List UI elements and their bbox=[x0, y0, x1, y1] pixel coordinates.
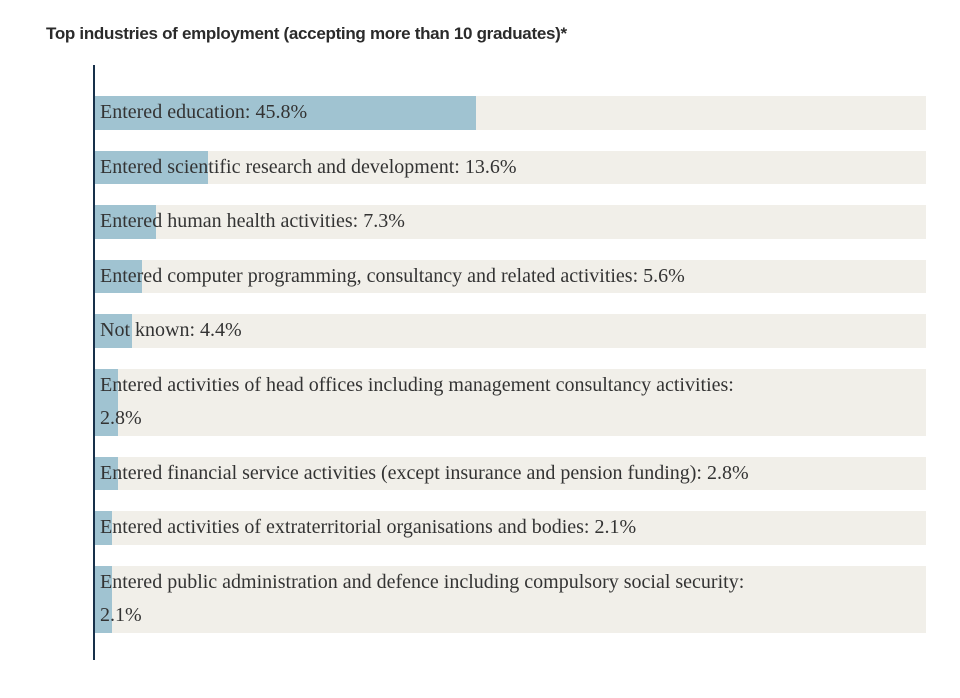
bar-fill bbox=[95, 368, 119, 436]
bar-label: Entered human health activities: 7.3% bbox=[100, 210, 405, 232]
bar-row: Entered financial service activities (ex… bbox=[95, 456, 926, 490]
bar-label: Entered activities of head offices inclu… bbox=[100, 373, 734, 430]
bar-fill bbox=[95, 565, 113, 633]
bar-row: Entered human health activities: 7.3% bbox=[95, 205, 926, 239]
bar-label: Entered scientific research and developm… bbox=[100, 155, 517, 178]
bar-row: Entered activities of extraterritorial o… bbox=[95, 511, 926, 545]
bar-row: Entered computer programming, consultanc… bbox=[95, 259, 926, 293]
bar-fill bbox=[95, 150, 209, 184]
bar-label: Entered education: 45.8% bbox=[100, 101, 308, 123]
bar-fill bbox=[95, 96, 476, 130]
bar-chart: Entered education: 45.8% Entered scienti… bbox=[93, 65, 960, 660]
chart-title: Top industries of employment (accepting … bbox=[46, 24, 567, 43]
bar-fill bbox=[95, 511, 113, 545]
bar-row: Entered public administration and defenc… bbox=[95, 565, 926, 633]
bar-fill bbox=[95, 259, 142, 293]
bar-rows: Entered education: 45.8% Entered scienti… bbox=[93, 65, 960, 633]
bar-fill bbox=[95, 314, 132, 348]
bar-row: Entered activities of head offices inclu… bbox=[95, 368, 926, 436]
y-axis-line bbox=[93, 65, 95, 660]
bar-label: Entered activities of extraterritorial o… bbox=[100, 516, 637, 538]
bar-label: Entered financial service activities (ex… bbox=[100, 461, 749, 484]
bar-row: Not known: 4.4% bbox=[95, 314, 926, 348]
bar-label: Entered public administration and defenc… bbox=[100, 570, 745, 627]
bar-fill bbox=[95, 205, 156, 239]
bar-label: Not known: 4.4% bbox=[100, 319, 242, 341]
bar-row: Entered scientific research and developm… bbox=[95, 150, 926, 184]
bar-label: Entered computer programming, consultanc… bbox=[100, 264, 685, 287]
bar-fill bbox=[95, 456, 119, 490]
bar-row: Entered education: 45.8% bbox=[95, 96, 926, 130]
